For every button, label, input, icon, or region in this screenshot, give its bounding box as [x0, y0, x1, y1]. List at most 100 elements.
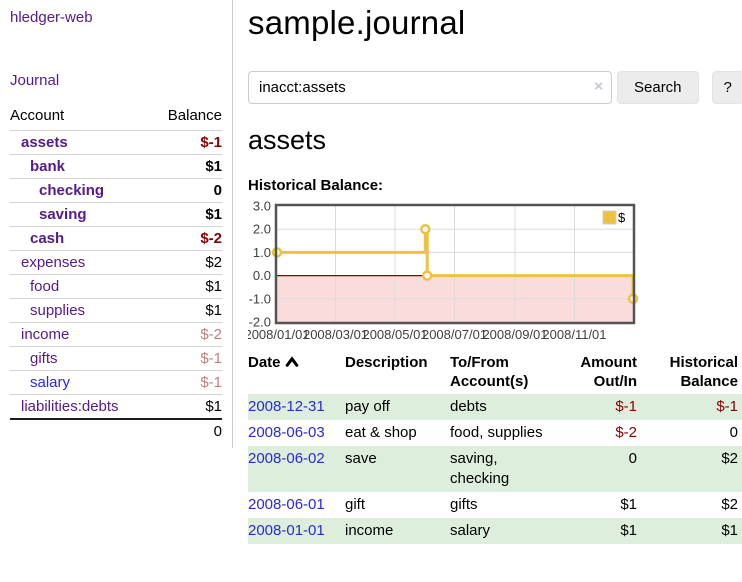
- transaction-date-link[interactable]: 2008-06-02: [248, 450, 325, 467]
- sidebar-account-food[interactable]: food: [30, 278, 60, 295]
- account-row: expenses $2: [10, 250, 222, 275]
- account-balance: $-2: [200, 326, 222, 343]
- account-heading: assets: [248, 125, 327, 155]
- accounts-header-row: Account Balance: [10, 104, 222, 131]
- transaction-description: eat & shop: [345, 424, 417, 441]
- legend-label: $: [618, 210, 626, 225]
- x-axis-tick-label: 2008/07/01: [422, 327, 487, 342]
- account-balance: $-1: [200, 374, 222, 391]
- sidebar-item-journal[interactable]: Journal: [10, 72, 60, 89]
- x-axis-tick-label: 2008/09/01: [482, 327, 547, 342]
- register-col-date-label: Date: [248, 354, 281, 371]
- account-balance: $-2: [200, 230, 222, 247]
- search-input[interactable]: [248, 71, 612, 104]
- sidebar: hledger-web Journal Account Balance asse…: [0, 0, 233, 448]
- account-row: gifts $-1: [10, 346, 222, 371]
- y-axis-tick-label: 3.0: [253, 201, 271, 214]
- transaction-description: save: [345, 450, 377, 467]
- help-button[interactable]: ?: [711, 71, 742, 104]
- sort-ascending-icon: [285, 356, 298, 367]
- x-axis-tick-label: 2008/03/01: [303, 327, 368, 342]
- chart-title: Historical Balance:: [248, 177, 384, 194]
- transaction-description: income: [345, 522, 394, 539]
- y-axis-tick-label: 1.0: [253, 245, 271, 260]
- data-point-marker: [421, 270, 433, 281]
- transaction-date-link[interactable]: 2008-06-03: [248, 424, 325, 441]
- sidebar-account-income[interactable]: income: [21, 326, 70, 343]
- transaction-amount: $-2: [615, 424, 637, 441]
- account-row: supplies $1: [10, 298, 222, 323]
- register-col-balance: Historical Balance: [643, 351, 742, 394]
- search-bar: × Search ?: [248, 71, 742, 104]
- transaction-amount: $-1: [615, 398, 637, 415]
- app-brand-link[interactable]: hledger-web: [10, 9, 93, 26]
- sidebar-account-liabilities-debts[interactable]: liabilities:debts: [21, 398, 119, 415]
- transaction-accounts: saving, checking: [450, 450, 510, 487]
- transaction-balance: $2: [721, 450, 738, 467]
- search-input-wrap: ×: [248, 71, 612, 104]
- account-balance: $1: [205, 206, 222, 223]
- account-balance: 0: [213, 182, 222, 199]
- account-row: assets $-1: [10, 130, 222, 155]
- transaction-balance: $2: [721, 496, 738, 513]
- search-button[interactable]: Search: [617, 71, 699, 104]
- register-row: 2008-06-03 eat & shop food, supplies $-2 0: [248, 420, 742, 446]
- transaction-accounts: gifts: [450, 496, 478, 513]
- sidebar-account-cash[interactable]: cash: [30, 230, 65, 247]
- register-col-date[interactable]: Date: [248, 351, 345, 394]
- register-col-balance-label: Historical Balance: [669, 354, 738, 390]
- sidebar-account-expenses[interactable]: expenses: [21, 254, 86, 271]
- sidebar-account-bank[interactable]: bank: [30, 158, 66, 175]
- account-balance: $2: [205, 254, 222, 271]
- y-axis-tick-label: -1.0: [249, 291, 271, 306]
- page-title: sample.journal: [248, 4, 466, 41]
- register-col-accounts-label: To/From Account(s): [450, 354, 529, 390]
- account-balance: $1: [205, 278, 222, 295]
- register-col-description-label: Description: [345, 354, 428, 371]
- data-point-marker: [420, 223, 431, 235]
- accounts-table: Account Balance assets $-1 bank $1 checking 0…: [10, 104, 222, 443]
- sidebar-account-gifts[interactable]: gifts: [30, 350, 58, 367]
- account-row: saving $1: [10, 202, 222, 227]
- transaction-accounts: debts: [450, 398, 487, 415]
- sidebar-account-saving[interactable]: saving: [39, 206, 87, 223]
- x-axis-tick-label: 2008/01/01: [248, 327, 310, 342]
- transaction-date-link[interactable]: 2008-01-01: [248, 522, 325, 539]
- register-table: Date Description To/From Account(s) Amou…: [248, 351, 742, 544]
- transaction-amount: $1: [620, 522, 637, 539]
- sidebar-account-checking[interactable]: checking: [39, 182, 105, 199]
- register-col-amount: Amount Out/In: [553, 351, 643, 394]
- account-balance: $1: [205, 302, 222, 319]
- accounts-col-balance: Balance: [151, 104, 222, 131]
- y-axis-tick-label: 2.0: [253, 222, 271, 237]
- register-header-row: Date Description To/From Account(s) Amou…: [248, 351, 742, 394]
- y-axis-tick-label: -2.0: [249, 315, 271, 330]
- account-row: bank $1: [10, 154, 222, 179]
- legend-swatch: [602, 210, 617, 225]
- transaction-amount: $1: [620, 496, 637, 513]
- account-balance: $1: [205, 158, 222, 175]
- transaction-date-link[interactable]: 2008-12-31: [248, 398, 325, 415]
- transaction-date-link[interactable]: 2008-06-01: [248, 496, 325, 513]
- accounts-total-row: 0: [10, 419, 222, 443]
- transaction-accounts: salary: [450, 522, 491, 539]
- accounts-total-balance: 0: [213, 423, 222, 440]
- register-col-accounts: To/From Account(s): [450, 351, 553, 394]
- historical-balance-chart: $3.0 2.0 1.0 0.0 -1.0 -2.02008/01/012008/03/0…: [248, 201, 639, 342]
- transaction-amount: 0: [628, 450, 637, 467]
- register-row: 2008-12-31 pay off debts $-1 $-1: [248, 394, 742, 420]
- sidebar-account-salary[interactable]: salary: [30, 374, 71, 391]
- account-row: liabilities:debts $1: [10, 394, 222, 420]
- chart-border: [274, 203, 636, 325]
- account-balance: $-1: [200, 134, 222, 151]
- accounts-col-account: Account: [10, 104, 152, 131]
- register-rows: 2008-12-31 pay off debts $-1 $-1 2008-06-03 ea…: [248, 394, 742, 544]
- register-col-description: Description: [345, 351, 450, 394]
- sidebar-account-assets[interactable]: assets: [21, 134, 68, 151]
- clear-search-icon[interactable]: ×: [594, 78, 603, 95]
- x-axis-tick-label: 2008/11/01: [542, 327, 606, 342]
- account-row: income $-2: [10, 322, 222, 347]
- account-balance: $1: [205, 398, 222, 415]
- register-col-amount-label: Amount Out/In: [580, 354, 637, 390]
- sidebar-account-supplies[interactable]: supplies: [30, 302, 86, 319]
